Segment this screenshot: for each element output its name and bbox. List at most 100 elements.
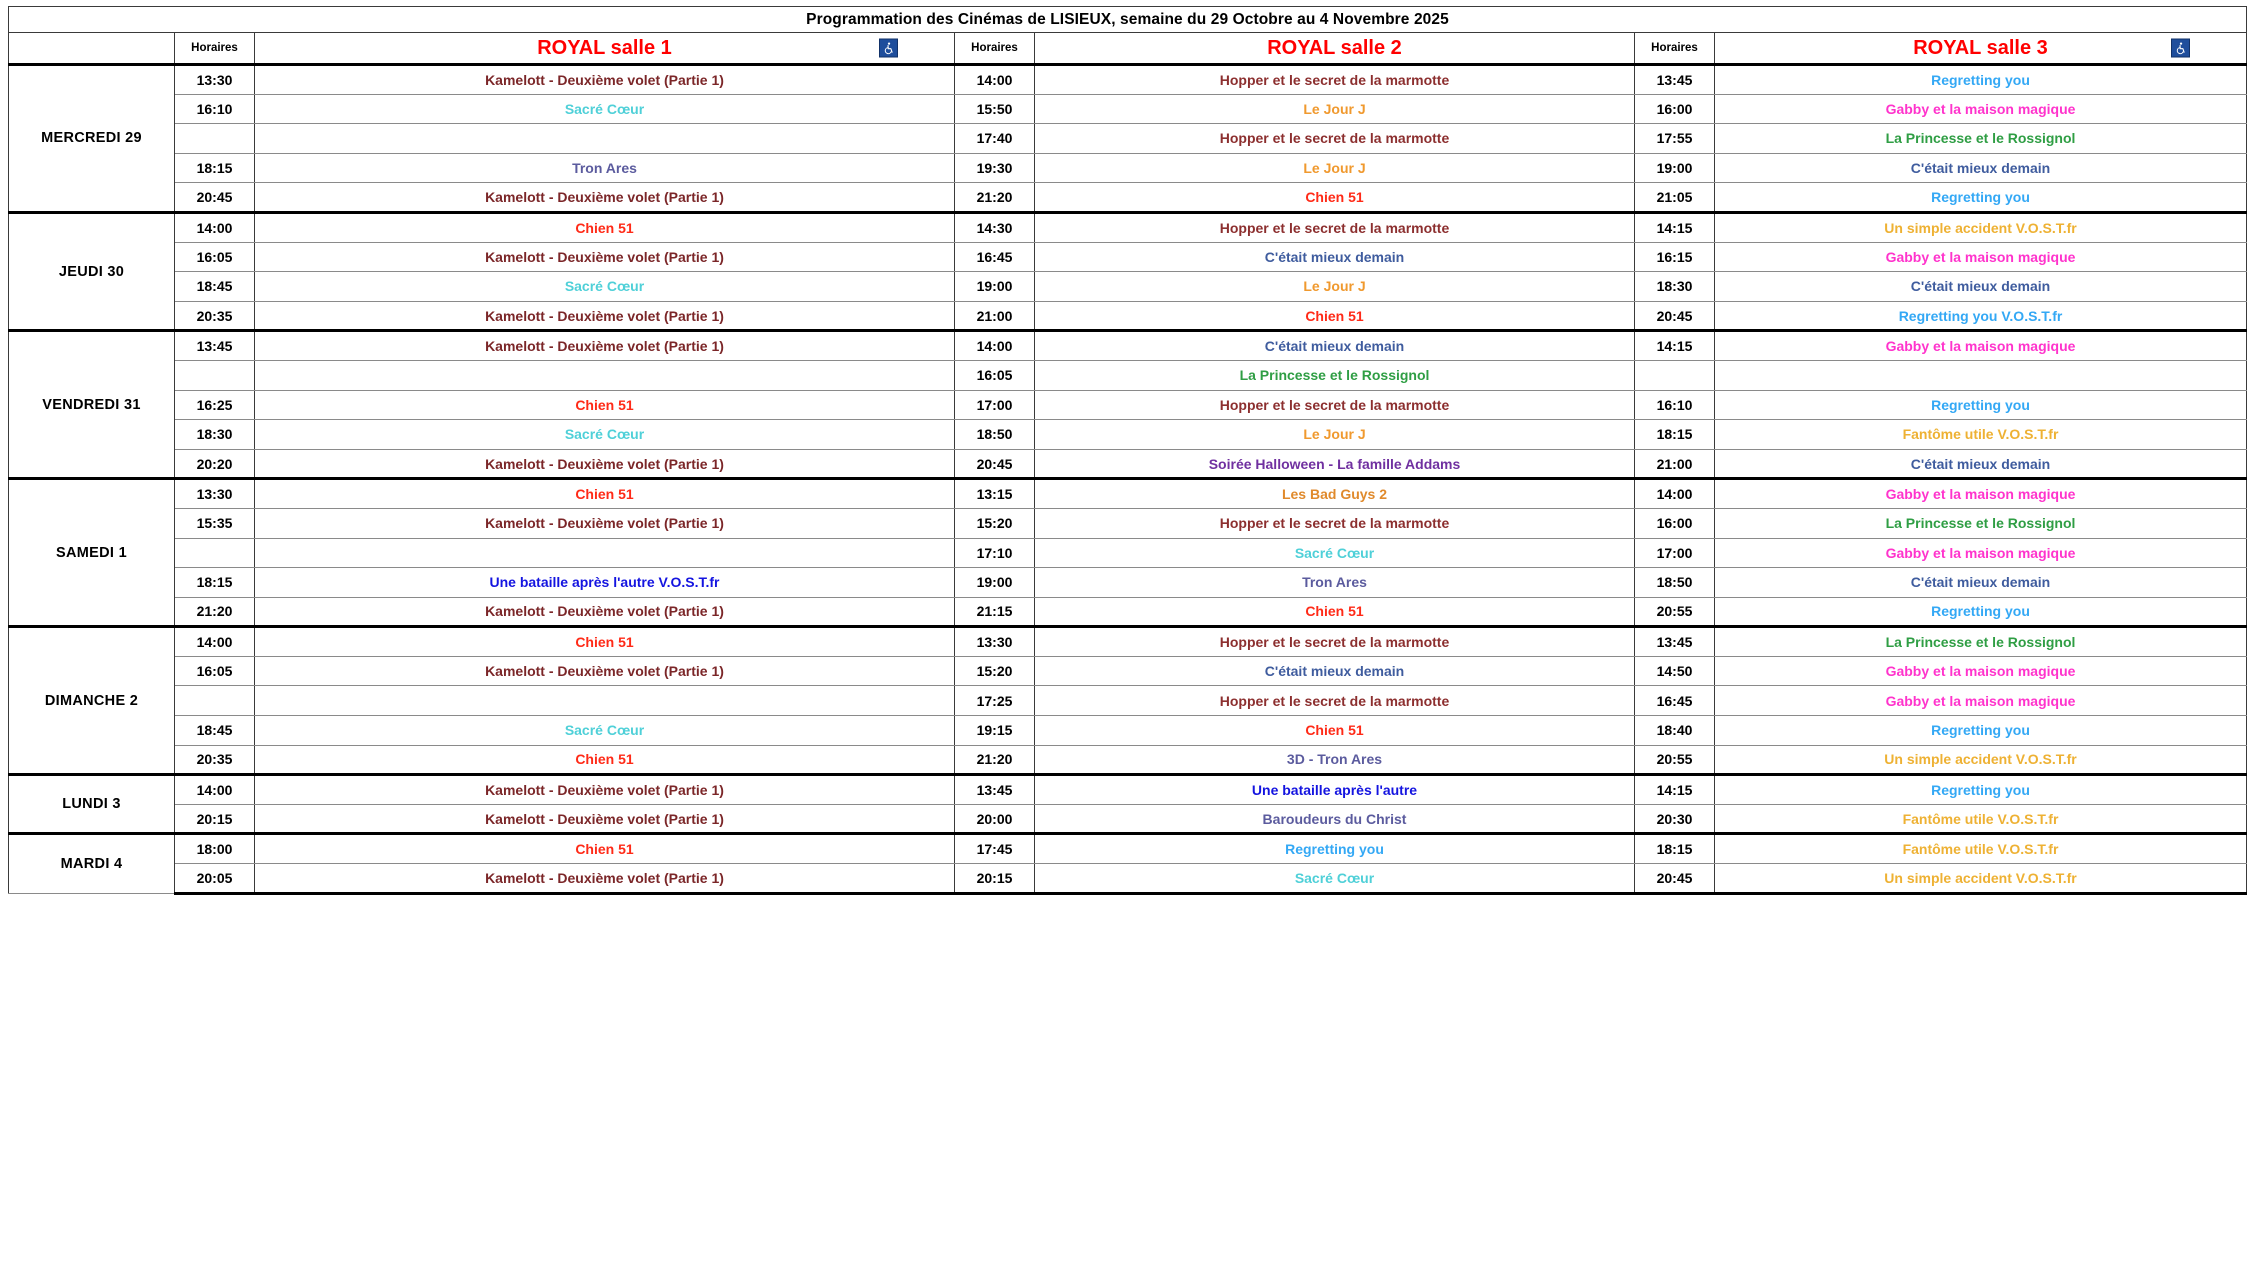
film-title-salle1[interactable]: Chien 51 bbox=[254, 625, 955, 657]
film-title-salle2[interactable]: La Princesse et le Rossignol bbox=[1034, 359, 1635, 391]
showtime-salle2[interactable]: 13:30 bbox=[954, 625, 1035, 657]
showtime-salle2[interactable]: 18:50 bbox=[954, 419, 1035, 450]
film-title-salle3[interactable]: C'était mieux demain bbox=[1714, 152, 2247, 184]
film-title-salle3[interactable]: Gabby et la maison magique bbox=[1714, 655, 2247, 687]
showtime-salle2[interactable]: 15:20 bbox=[954, 655, 1035, 687]
film-title-salle2[interactable]: 3D - Tron Ares bbox=[1034, 744, 1635, 777]
showtime-salle3[interactable]: 13:45 bbox=[1634, 625, 1715, 657]
film-title-salle3[interactable]: Fantôme utile V.O.S.T.fr bbox=[1714, 832, 2247, 865]
showtime-salle3[interactable]: 19:00 bbox=[1634, 152, 1715, 184]
film-title-salle1[interactable]: Chien 51 bbox=[254, 389, 955, 421]
showtime-salle1[interactable]: 16:05 bbox=[174, 655, 255, 687]
showtime-salle1[interactable]: 18:15 bbox=[174, 152, 255, 184]
film-title-salle2[interactable]: Regretting you bbox=[1034, 832, 1635, 865]
showtime-salle3[interactable]: 21:00 bbox=[1634, 448, 1715, 481]
showtime-salle1[interactable]: 14:00 bbox=[174, 773, 255, 805]
showtime-salle3[interactable]: 18:40 bbox=[1634, 715, 1715, 746]
film-title-salle1[interactable]: Kamelott - Deuxième volet (Partie 1) bbox=[254, 596, 955, 629]
film-title-salle3[interactable]: Fantôme utile V.O.S.T.fr bbox=[1714, 419, 2247, 450]
showtime-salle1[interactable]: 13:30 bbox=[174, 477, 255, 509]
film-title-salle2[interactable]: Le Jour J bbox=[1034, 271, 1635, 302]
film-title-salle3[interactable]: Regretting you bbox=[1714, 715, 2247, 746]
film-title-salle3[interactable]: Gabby et la maison magique bbox=[1714, 477, 2247, 509]
showtime-salle1[interactable]: 20:45 bbox=[174, 182, 255, 214]
showtime-salle2[interactable]: 14:00 bbox=[954, 63, 1035, 95]
showtime-salle2[interactable]: 17:00 bbox=[954, 389, 1035, 421]
film-title-salle1[interactable]: Kamelott - Deuxième volet (Partie 1) bbox=[254, 182, 955, 214]
showtime-salle3[interactable]: 17:00 bbox=[1634, 537, 1715, 569]
film-title-salle1[interactable]: Kamelott - Deuxième volet (Partie 1) bbox=[254, 448, 955, 481]
showtime-salle1[interactable]: 16:10 bbox=[174, 93, 255, 125]
film-title-salle3[interactable]: Un simple accident V.O.S.T.fr bbox=[1714, 863, 2247, 895]
showtime-salle1[interactable]: 20:05 bbox=[174, 863, 255, 895]
film-title-salle1[interactable]: Kamelott - Deuxième volet (Partie 1) bbox=[254, 63, 955, 95]
film-title-salle2[interactable]: Chien 51 bbox=[1034, 300, 1635, 333]
film-title-salle1[interactable]: Kamelott - Deuxième volet (Partie 1) bbox=[254, 773, 955, 805]
showtime-salle3[interactable]: 20:55 bbox=[1634, 596, 1715, 629]
showtime-salle2[interactable]: 21:00 bbox=[954, 300, 1035, 333]
showtime-salle1[interactable]: 14:00 bbox=[174, 210, 255, 243]
showtime-salle2[interactable]: 17:45 bbox=[954, 832, 1035, 865]
showtime-salle2[interactable]: 13:15 bbox=[954, 477, 1035, 509]
film-title-salle2[interactable]: Une bataille après l'autre bbox=[1034, 773, 1635, 805]
film-title-salle1[interactable]: Kamelott - Deuxième volet (Partie 1) bbox=[254, 803, 955, 836]
film-title-salle3[interactable]: Gabby et la maison magique bbox=[1714, 241, 2247, 273]
film-title-salle2[interactable]: Sacré Cœur bbox=[1034, 537, 1635, 569]
film-title-salle1[interactable]: Kamelott - Deuxième volet (Partie 1) bbox=[254, 863, 955, 895]
film-title-salle2[interactable]: Hopper et le secret de la marmotte bbox=[1034, 625, 1635, 657]
film-title-salle1[interactable]: Chien 51 bbox=[254, 210, 955, 243]
showtime-salle1[interactable]: 20:35 bbox=[174, 300, 255, 333]
film-title-salle3[interactable]: Regretting you bbox=[1714, 63, 2247, 95]
showtime-salle1[interactable]: 20:15 bbox=[174, 803, 255, 836]
showtime-salle3[interactable]: 17:55 bbox=[1634, 123, 1715, 154]
film-title-salle2[interactable]: Le Jour J bbox=[1034, 419, 1635, 450]
film-title-salle3[interactable]: Regretting you bbox=[1714, 596, 2247, 629]
film-title-salle2[interactable]: Chien 51 bbox=[1034, 182, 1635, 214]
showtime-salle1[interactable]: 16:25 bbox=[174, 389, 255, 421]
film-title-salle3[interactable]: C'était mieux demain bbox=[1714, 567, 2247, 598]
film-title-salle2[interactable]: C'était mieux demain bbox=[1034, 329, 1635, 361]
showtime-salle1[interactable]: 18:45 bbox=[174, 271, 255, 302]
showtime-salle1[interactable]: 18:45 bbox=[174, 715, 255, 746]
film-title-salle3[interactable]: Gabby et la maison magique bbox=[1714, 537, 2247, 569]
showtime-salle1[interactable]: 15:35 bbox=[174, 507, 255, 539]
film-title-salle3[interactable]: La Princesse et le Rossignol bbox=[1714, 625, 2247, 657]
showtime-salle2[interactable]: 19:30 bbox=[954, 152, 1035, 184]
showtime-salle2[interactable]: 17:40 bbox=[954, 123, 1035, 154]
film-title-salle3[interactable]: La Princesse et le Rossignol bbox=[1714, 507, 2247, 539]
showtime-salle1[interactable]: 20:35 bbox=[174, 744, 255, 777]
showtime-salle2[interactable]: 15:20 bbox=[954, 507, 1035, 539]
showtime-salle2[interactable]: 21:15 bbox=[954, 596, 1035, 629]
showtime-salle3[interactable]: 16:00 bbox=[1634, 507, 1715, 539]
film-title-salle1[interactable]: Une bataille après l'autre V.O.S.T.fr bbox=[254, 567, 955, 598]
showtime-salle1[interactable]: 13:45 bbox=[174, 329, 255, 361]
film-title-salle3[interactable]: Regretting you bbox=[1714, 182, 2247, 214]
showtime-salle2[interactable]: 21:20 bbox=[954, 182, 1035, 214]
film-title-salle1[interactable]: Sacré Cœur bbox=[254, 93, 955, 125]
film-title-salle3[interactable]: Regretting you bbox=[1714, 389, 2247, 421]
film-title-salle1[interactable]: Sacré Cœur bbox=[254, 271, 955, 302]
showtime-salle3[interactable]: 18:15 bbox=[1634, 832, 1715, 865]
film-title-salle3[interactable]: C'était mieux demain bbox=[1714, 271, 2247, 302]
film-title-salle1[interactable]: Chien 51 bbox=[254, 477, 955, 509]
showtime-salle2[interactable]: 20:00 bbox=[954, 803, 1035, 836]
film-title-salle2[interactable]: Hopper et le secret de la marmotte bbox=[1034, 389, 1635, 421]
showtime-salle2[interactable]: 16:45 bbox=[954, 241, 1035, 273]
film-title-salle2[interactable]: Le Jour J bbox=[1034, 93, 1635, 125]
film-title-salle3[interactable]: Gabby et la maison magique bbox=[1714, 685, 2247, 717]
showtime-salle3[interactable]: 20:45 bbox=[1634, 863, 1715, 895]
film-title-salle1[interactable]: Kamelott - Deuxième volet (Partie 1) bbox=[254, 655, 955, 687]
showtime-salle2[interactable]: 21:20 bbox=[954, 744, 1035, 777]
showtime-salle2[interactable]: 13:45 bbox=[954, 773, 1035, 805]
film-title-salle1[interactable]: Chien 51 bbox=[254, 832, 955, 865]
film-title-salle3[interactable]: Regretting you bbox=[1714, 773, 2247, 805]
film-title-salle2[interactable]: Hopper et le secret de la marmotte bbox=[1034, 685, 1635, 717]
film-title-salle1[interactable]: Kamelott - Deuxième volet (Partie 1) bbox=[254, 507, 955, 539]
film-title-salle3[interactable]: Fantôme utile V.O.S.T.fr bbox=[1714, 803, 2247, 836]
showtime-salle3[interactable]: 14:15 bbox=[1634, 329, 1715, 361]
film-title-salle3[interactable]: Gabby et la maison magique bbox=[1714, 329, 2247, 361]
showtime-salle2[interactable]: 17:25 bbox=[954, 685, 1035, 717]
film-title-salle2[interactable]: Hopper et le secret de la marmotte bbox=[1034, 210, 1635, 243]
film-title-salle3[interactable]: C'était mieux demain bbox=[1714, 448, 2247, 481]
showtime-salle1[interactable]: 14:00 bbox=[174, 625, 255, 657]
